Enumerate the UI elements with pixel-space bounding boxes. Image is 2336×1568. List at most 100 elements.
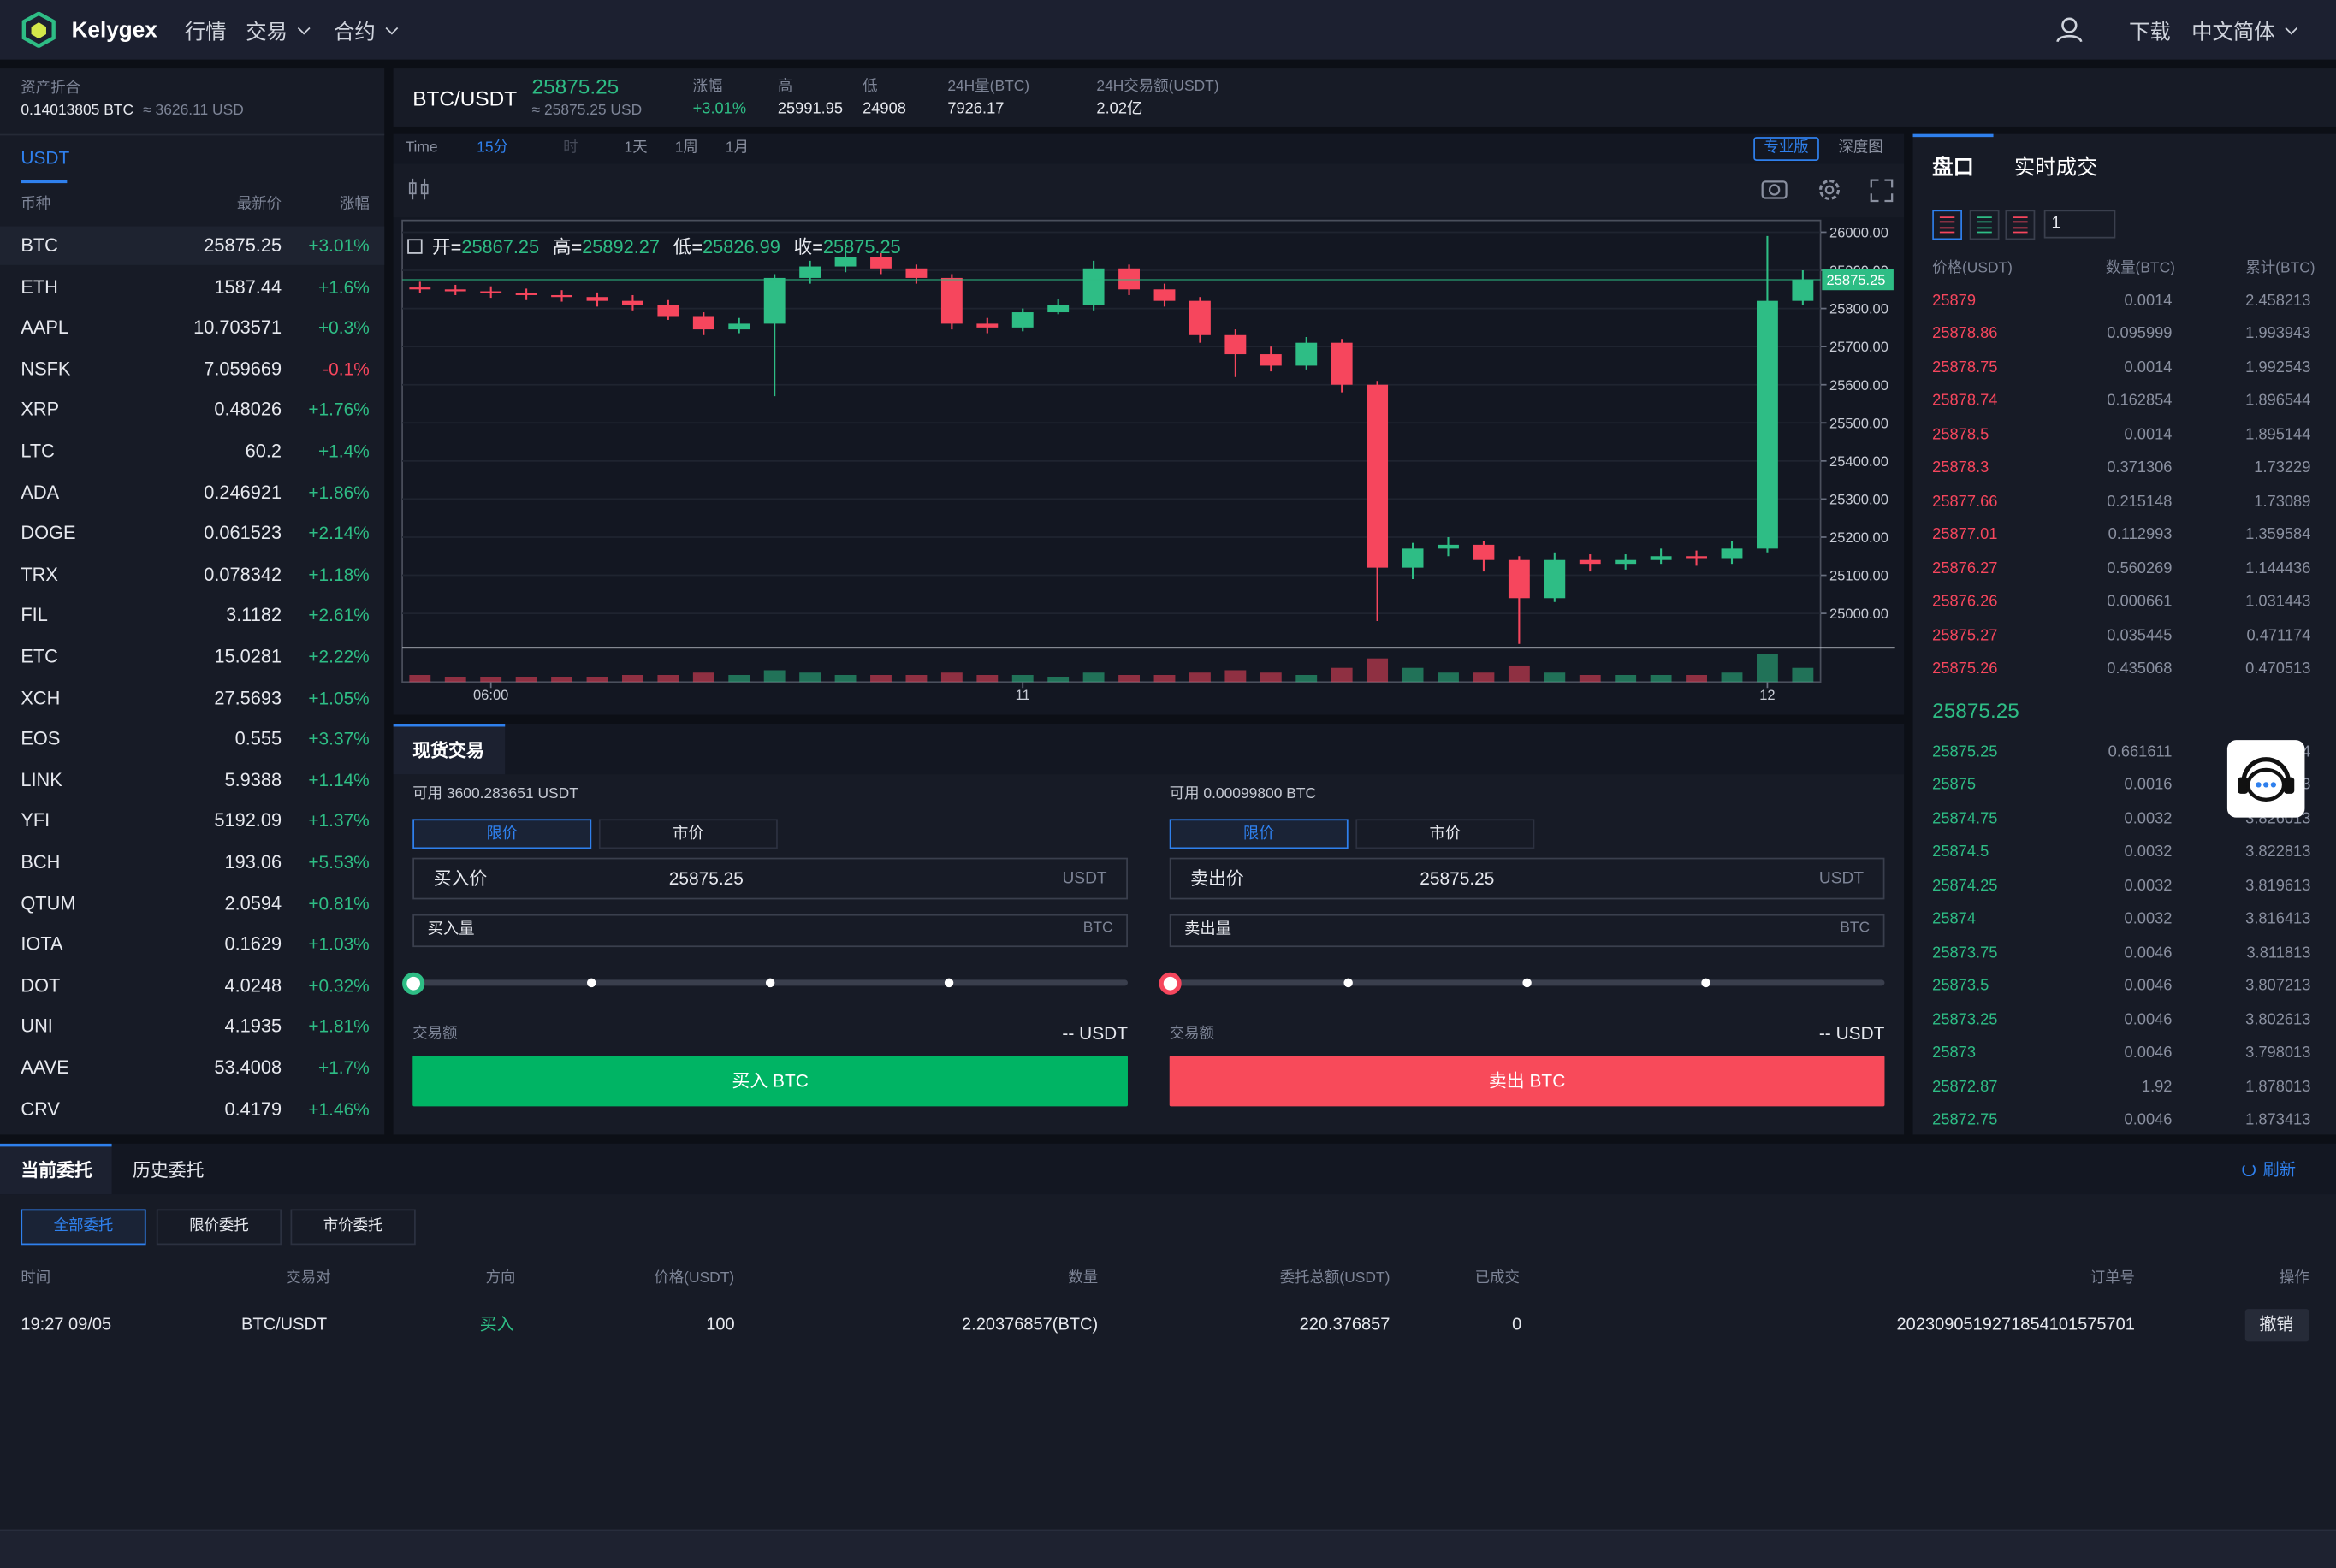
orderbook-price[interactable]: 25872.75 bbox=[1932, 1110, 1998, 1129]
amount-input[interactable] bbox=[412, 914, 1128, 948]
orderbook-price[interactable]: 25877.01 bbox=[1932, 525, 1998, 544]
kline-chart[interactable]: 25000.00 25100.00 25200.00 25300.00 25400.00… bbox=[394, 134, 1904, 715]
submit-button[interactable] bbox=[1169, 1056, 1885, 1107]
market-tab[interactable]: USDT bbox=[21, 147, 70, 169]
trade-tab[interactable]: 现货交易 bbox=[412, 740, 484, 761]
market-symbol[interactable]: AAPL bbox=[21, 317, 69, 339]
orders-tab[interactable]: 历史委托 bbox=[132, 1160, 205, 1181]
orderbook-price[interactable]: 25878.75 bbox=[1932, 358, 1998, 377]
depth-mode-icons[interactable] bbox=[1932, 210, 2037, 240]
orderbook-tab[interactable]: 盘口 bbox=[1932, 155, 1974, 179]
orderbook-total: 1.896544 bbox=[2245, 392, 2311, 411]
market-symbol[interactable]: XCH bbox=[21, 687, 61, 708]
orderbook-price[interactable]: 25876.26 bbox=[1932, 592, 1998, 611]
candle-body bbox=[1792, 280, 1814, 301]
market-symbol[interactable]: IOTA bbox=[21, 933, 63, 956]
mode-option[interactable]: 专业版 bbox=[1764, 139, 1809, 157]
language-select[interactable]: 中文简体 bbox=[2191, 20, 2296, 44]
slider-handle[interactable] bbox=[402, 972, 425, 995]
interval-option[interactable]: 时 bbox=[563, 139, 578, 157]
price-input[interactable] bbox=[1169, 857, 1885, 900]
depth-select[interactable] bbox=[2043, 210, 2116, 239]
orderbook-price[interactable]: 25873.5 bbox=[1932, 977, 1989, 996]
orderbook-price[interactable]: 25874.75 bbox=[1932, 809, 1998, 828]
market-symbol[interactable]: UNI bbox=[21, 1015, 53, 1038]
orderbook-price[interactable]: 25878.74 bbox=[1932, 392, 1998, 411]
market-symbol[interactable]: DOGE bbox=[21, 523, 76, 544]
cancel-button[interactable] bbox=[2244, 1309, 2309, 1342]
slider-stop bbox=[944, 978, 954, 988]
order-type-active[interactable] bbox=[1169, 819, 1349, 849]
market-symbol[interactable]: LTC bbox=[21, 441, 55, 462]
market-symbol[interactable]: ADA bbox=[21, 482, 60, 503]
orderbook-price[interactable]: 25872.87 bbox=[1932, 1077, 1998, 1096]
orderbook-tab[interactable]: 实时成交 bbox=[2013, 155, 2098, 179]
orderbook-price[interactable]: 25873 bbox=[1932, 1044, 1977, 1062]
interval-option[interactable]: 1月 bbox=[725, 139, 749, 157]
orderbook-price[interactable]: 25877.66 bbox=[1932, 492, 1998, 511]
market-symbol[interactable]: LINK bbox=[21, 769, 62, 790]
chart-tool-icons[interactable] bbox=[1758, 175, 1898, 205]
orderbook-price[interactable]: 25873.25 bbox=[1932, 1010, 1998, 1029]
filter-button[interactable] bbox=[21, 1209, 146, 1246]
submit-button[interactable] bbox=[412, 1056, 1128, 1107]
market-symbol[interactable]: AAVE bbox=[21, 1056, 69, 1079]
market-price: 193.06 bbox=[224, 851, 282, 873]
market-symbol[interactable]: ETH bbox=[21, 276, 58, 298]
amount-input[interactable] bbox=[1169, 914, 1885, 948]
chart-type-icon[interactable] bbox=[406, 175, 432, 202]
market-symbol[interactable]: BTC bbox=[21, 235, 58, 257]
orderbook-price[interactable]: 25875 bbox=[1932, 776, 1977, 795]
market-symbol[interactable]: QTUM bbox=[21, 892, 76, 914]
filter-button[interactable] bbox=[156, 1209, 282, 1246]
nav-item[interactable]: 合约 bbox=[334, 20, 396, 44]
orders-tab[interactable]: 当前委托 bbox=[21, 1160, 92, 1181]
candle-body bbox=[480, 291, 502, 293]
price-input[interactable] bbox=[412, 857, 1128, 900]
orderbook-price[interactable]: 25873.75 bbox=[1932, 944, 1998, 962]
market-symbol[interactable]: DOT bbox=[21, 974, 61, 997]
orderbook-amount: 0.0016 bbox=[2124, 776, 2173, 795]
market-symbol[interactable]: TRX bbox=[21, 564, 58, 585]
market-symbol[interactable]: YFI bbox=[21, 810, 50, 832]
market-symbol[interactable]: EOS bbox=[21, 728, 61, 749]
orderbook-price[interactable]: 25874.5 bbox=[1932, 843, 1989, 861]
market-symbol[interactable]: NSFK bbox=[21, 358, 71, 380]
interval-option[interactable]: 1天 bbox=[624, 139, 648, 157]
user-icon[interactable] bbox=[2056, 16, 2083, 43]
refresh-button[interactable]: 刷新 bbox=[2262, 1161, 2296, 1180]
orderbook-price[interactable]: 25875.25 bbox=[1932, 743, 1998, 761]
market-symbol[interactable]: CRV bbox=[21, 1098, 60, 1120]
orderbook-price[interactable]: 25878.3 bbox=[1932, 459, 1989, 477]
orderbook-price[interactable]: 25875.27 bbox=[1932, 625, 1998, 644]
orderbook-price[interactable]: 25878.86 bbox=[1932, 325, 1998, 344]
orderbook-price[interactable]: 25879 bbox=[1932, 292, 1977, 311]
orderbook-price[interactable]: 25874.25 bbox=[1932, 876, 1998, 895]
nav-item[interactable]: 交易 bbox=[246, 20, 308, 44]
interval-option[interactable]: 15分 bbox=[477, 139, 508, 157]
orderbook-price[interactable]: 25874 bbox=[1932, 910, 1977, 928]
market-symbol[interactable]: ETC bbox=[21, 646, 58, 667]
mode-option[interactable]: 深度图 bbox=[1838, 139, 1883, 157]
interval-option[interactable]: Time bbox=[405, 139, 438, 157]
filter-button[interactable] bbox=[290, 1209, 416, 1246]
orderbook-amount: 0.0014 bbox=[2124, 358, 2173, 377]
slider-handle[interactable] bbox=[1159, 972, 1182, 995]
support-chat-button[interactable] bbox=[2226, 740, 2305, 818]
total-value: -- USDT bbox=[1818, 1022, 1885, 1044]
interval-option[interactable]: 1周 bbox=[674, 139, 698, 157]
order-type-option[interactable] bbox=[1355, 819, 1535, 849]
x-tick-label: 06:00 bbox=[473, 687, 508, 703]
market-price: 27.5693 bbox=[214, 687, 282, 708]
volume-bar bbox=[1792, 667, 1814, 683]
market-symbol[interactable]: BCH bbox=[21, 851, 61, 873]
order-type-option[interactable] bbox=[598, 819, 778, 849]
nav-item[interactable]: 行情 bbox=[184, 19, 227, 44]
orderbook-price[interactable]: 25878.5 bbox=[1932, 425, 1989, 444]
download-link[interactable]: 下载 bbox=[2128, 19, 2171, 44]
orderbook-price[interactable]: 25875.26 bbox=[1932, 660, 1998, 677]
orderbook-price[interactable]: 25876.27 bbox=[1932, 559, 1998, 577]
market-symbol[interactable]: XRP bbox=[21, 399, 60, 421]
market-symbol[interactable]: FIL bbox=[21, 605, 48, 626]
order-type-active[interactable] bbox=[412, 819, 592, 849]
